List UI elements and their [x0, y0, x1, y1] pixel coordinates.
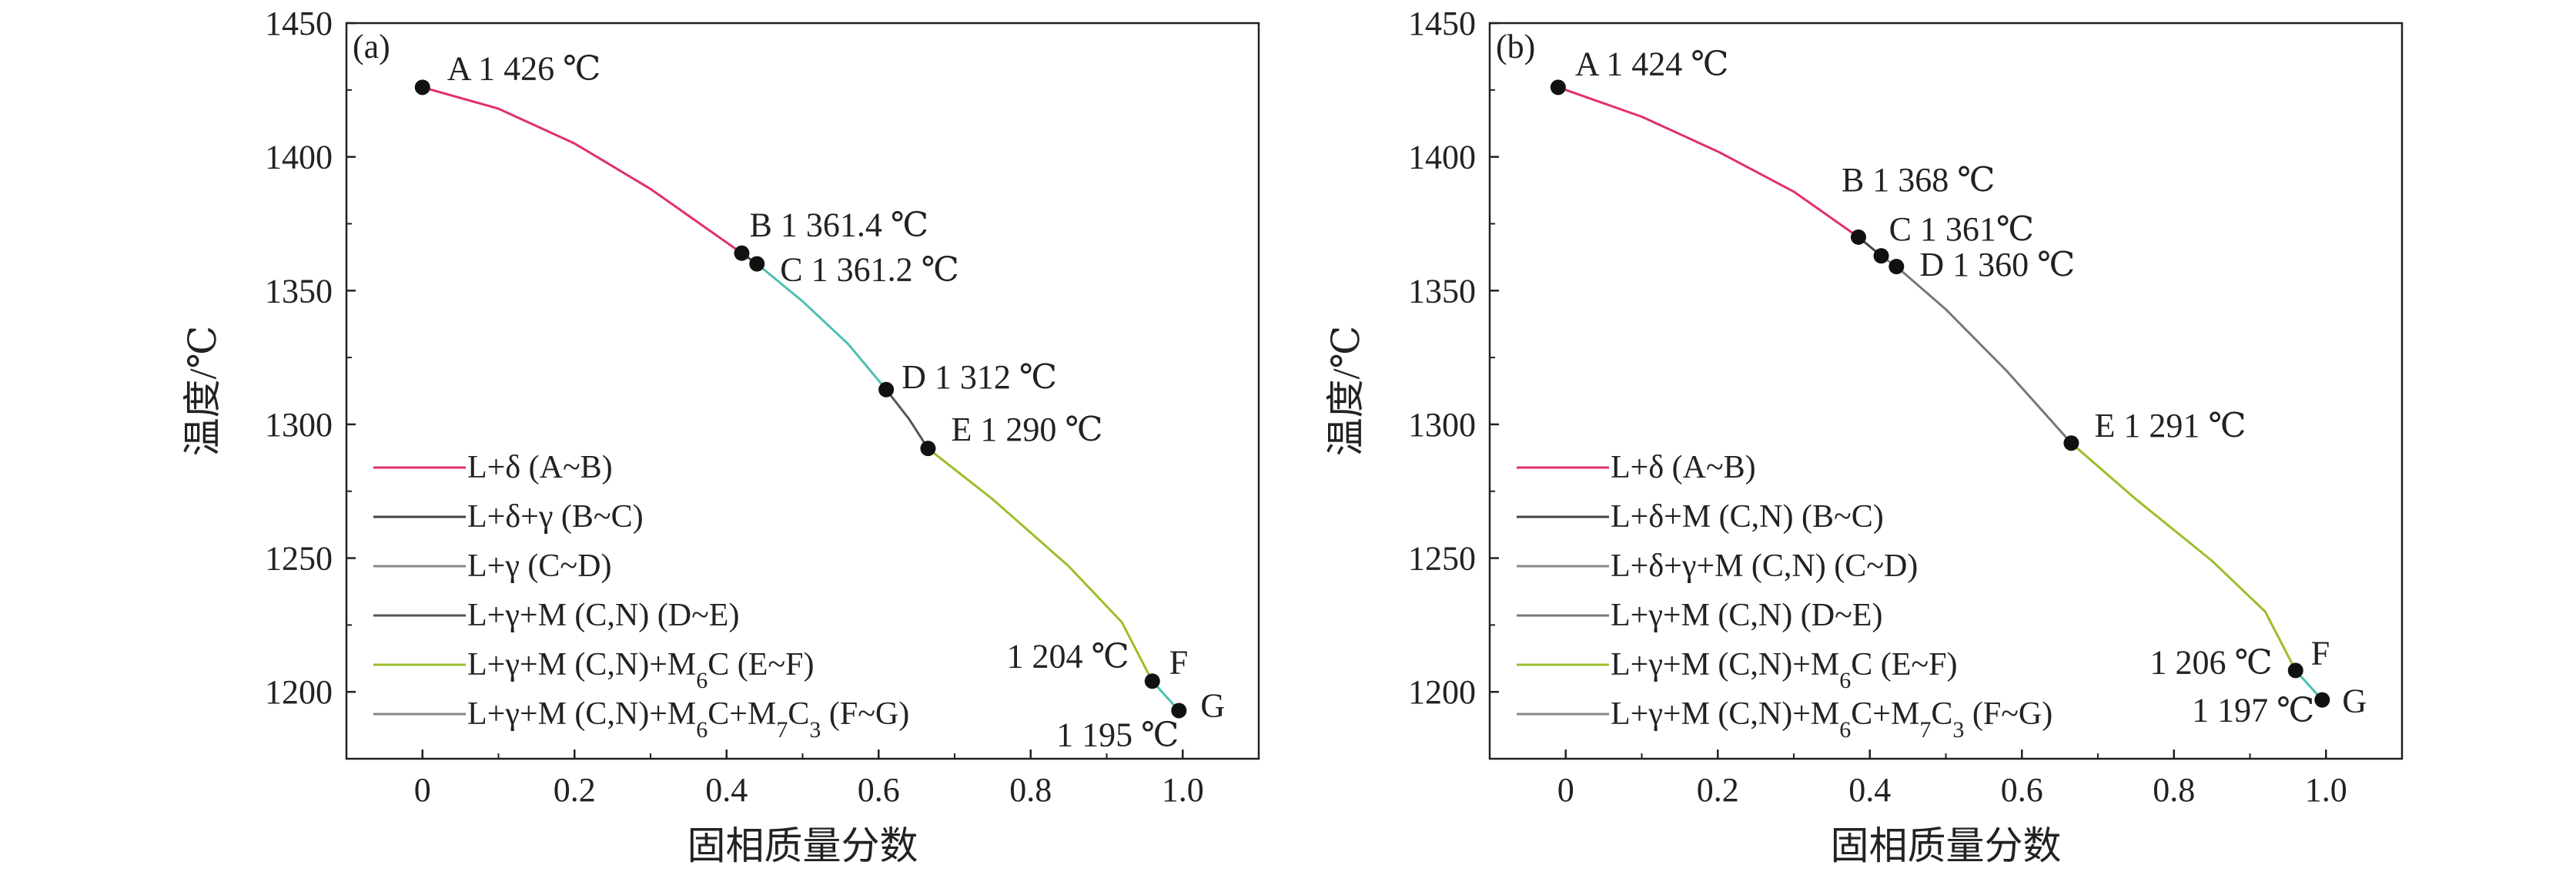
x-tick-label: 0.8: [1009, 771, 1052, 809]
y-tick-label: 1200: [265, 673, 333, 711]
point-label-D: D 1 312 ℃: [902, 358, 1057, 396]
point-label-A: A 1 426 ℃: [447, 49, 601, 87]
point-E: [920, 441, 936, 457]
point-B: [734, 245, 750, 261]
point-D: [878, 381, 895, 397]
series-line: [1895, 265, 2073, 444]
point-label-F: F: [2311, 634, 2330, 672]
point-label-B: B 1 361.4 ℃: [750, 206, 929, 244]
legend-entry: L+δ+γ (B~C): [467, 499, 644, 535]
y-tick-label: 1400: [1408, 139, 1476, 176]
point-C: [749, 256, 765, 272]
point-G: [2314, 692, 2330, 708]
x-tick-label: 0: [414, 771, 431, 809]
y-tick-label: 1200: [1408, 673, 1476, 711]
series-line: [422, 86, 743, 254]
point-A: [1550, 79, 1566, 96]
x-axis-label: 固相质量分数: [1831, 824, 2062, 867]
point-value-label-G: 1 197 ℃: [2192, 692, 2314, 729]
point-D: [1889, 259, 1905, 275]
panel-label: (b): [1496, 28, 1535, 65]
legend-entry: L+δ+M (C,N) (B~C): [1611, 499, 1884, 535]
legend-entry: L+γ+M (C,N)+M6C+M7C3 (F~G): [1611, 696, 2052, 743]
panel-label: (a): [353, 28, 390, 65]
legend-entry: L+γ+M (C,N)+M6C+M7C3 (F~G): [467, 696, 909, 743]
legend-entry: L+δ (A~B): [467, 450, 613, 485]
point-label-E: E 1 291 ℃: [2094, 407, 2246, 444]
point-label-G: G: [2342, 682, 2367, 720]
x-axis-label: 固相质量分数: [687, 824, 918, 867]
series-line: [885, 388, 929, 450]
x-tick-label: 1.0: [1162, 771, 1204, 809]
point-G: [1171, 703, 1187, 719]
point-label-D: D 1 360 ℃: [1919, 246, 2075, 283]
point-F: [1144, 673, 1160, 689]
chart-panel-a: 0 0.2 0.4 0.6 0.8 1.0 1200 1250 1300 1350 1400 1450…: [181, 5, 1260, 867]
x-tick-label: 0.4: [1848, 771, 1891, 809]
point-A: [414, 79, 430, 96]
point-label-C: C 1 361℃: [1889, 210, 2035, 248]
x-tick-label: 0.6: [858, 771, 900, 809]
x-tick-label: 0.2: [554, 771, 596, 809]
x-tick-label: 1.0: [2305, 771, 2347, 809]
x-tick-label: 0.6: [2001, 771, 2043, 809]
point-value-label-G: 1 195 ℃: [1056, 716, 1179, 753]
x-tick-label: 0.8: [2153, 771, 2195, 809]
point-F: [2287, 662, 2303, 679]
series-line: [756, 263, 888, 391]
point-B: [1850, 229, 1866, 245]
y-tick-label: 1450: [265, 5, 333, 42]
series-line: [2070, 442, 2297, 672]
legend-entry: L+γ (C~D): [467, 548, 611, 584]
series-line: [927, 448, 1154, 682]
legend-entry: L+γ+M (C,N)+M6C (E~F): [467, 647, 815, 693]
x-tick-label: 0: [1557, 771, 1574, 809]
point-label-B: B 1 368 ℃: [1842, 161, 1996, 199]
series-line: [1557, 86, 1859, 239]
point-label-A: A 1 424 ℃: [1575, 45, 1729, 82]
legend-entry: L+δ+γ+M (C,N) (C~D): [1611, 548, 1918, 584]
point-label-F: F: [1169, 643, 1188, 681]
y-tick-label: 1400: [265, 139, 333, 176]
y-tick-label: 1350: [265, 272, 333, 310]
point-label-E: E 1 290 ℃: [951, 411, 1102, 448]
legend-entry: L+γ+M (C,N) (D~E): [467, 598, 739, 633]
point-C: [1873, 248, 1889, 264]
chart-panel-b: 0 0.2 0.4 0.6 0.8 1.0 1200 1250 1300 1350 1400 1450…: [1324, 5, 2404, 867]
point-value-label-F: 1 206 ℃: [2150, 643, 2273, 681]
y-tick-label: 1450: [1408, 5, 1476, 42]
y-axis-label: 温度/℃: [181, 326, 224, 457]
x-tick-label: 0.2: [1697, 771, 1739, 809]
point-value-label-F: 1 204 ℃: [1007, 637, 1129, 675]
y-tick-label: 1350: [1408, 272, 1476, 310]
y-tick-label: 1250: [1408, 540, 1476, 578]
y-tick-label: 1300: [1408, 406, 1476, 444]
legend-entry: L+δ (A~B): [1611, 450, 1756, 485]
point-E: [2063, 435, 2079, 451]
legend-entry: L+γ+M (C,N) (D~E): [1611, 598, 1882, 633]
y-axis-label: 温度/℃: [1324, 326, 1367, 457]
legend-entry: L+γ+M (C,N)+M6C (E~F): [1611, 647, 1958, 693]
point-label-G: G: [1200, 686, 1225, 724]
point-label-C: C 1 361.2 ℃: [780, 251, 959, 289]
y-tick-label: 1300: [265, 406, 333, 444]
x-tick-label: 0.4: [705, 771, 748, 809]
y-tick-label: 1250: [265, 540, 333, 578]
